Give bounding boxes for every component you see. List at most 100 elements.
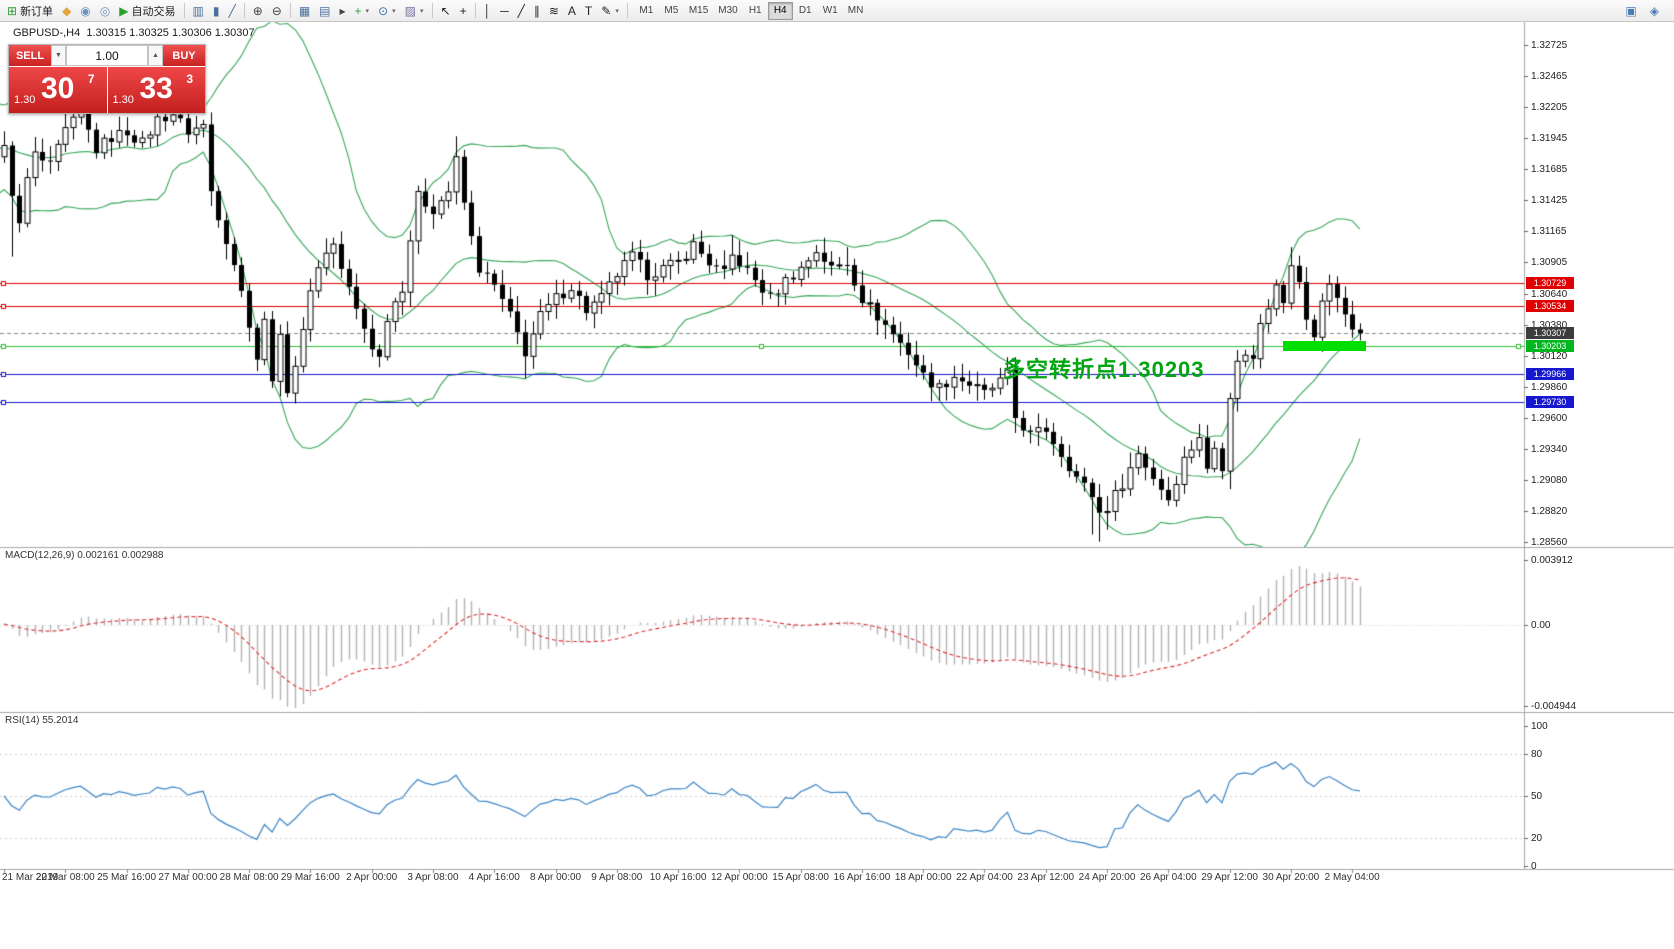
timeframe-m5[interactable]: M5 [659,2,684,20]
zoom-in-button[interactable]: ⊕ [249,1,267,21]
price-axis-tick: 1.30905 [1531,257,1568,268]
horizontal-line-icon: ─ [500,3,509,18]
clock-icon: ⊙ [378,3,389,18]
timeframe-m1[interactable]: M1 [634,2,659,20]
time-axis-label: 29 Apr 12:00 [1201,872,1258,883]
buy-button[interactable]: BUY [163,45,205,66]
price-axis-tick: 1.29340 [1531,443,1568,455]
tile-windows-icon: ▦ [298,3,311,18]
chart-shift-icon: ▸ [339,3,346,18]
text-button[interactable]: A [564,1,580,21]
arrows-button[interactable]: ✎ ▾ [597,1,623,21]
autotrade-button-label: 自动交易 [131,5,176,18]
pivot-price-badge: 1.30203 [1526,339,1574,352]
notifications-icon: ▣ [1625,3,1637,18]
time-axis-label: 10 Apr 16:00 [649,872,707,883]
candlestick-chart-button[interactable]: ▮ [209,1,224,21]
timeframe-m15[interactable]: M15 [684,2,713,20]
label-icon: T [584,3,593,18]
time-axis-label: 4 Apr 16:00 [468,872,520,883]
templates-button[interactable]: ▨ ▾ [401,1,428,21]
time-axis-label: 25 Mar 16:00 [97,872,157,883]
time-axis-label: 2 Apr 00:00 [346,872,398,883]
community-button[interactable]: ◎ [96,1,114,21]
buy-price-display[interactable]: 1.30 33 3 [107,67,205,113]
toolbar-separator [431,3,433,18]
sell-button[interactable]: SELL [9,45,51,66]
price-axis-tick: 1.31425 [1531,195,1568,206]
rsi-axis-label: 50 [1531,791,1543,802]
fibonacci-button[interactable]: ≋ [545,1,563,21]
zoom-in-icon: ⊕ [252,3,263,18]
macd-axis-label: -0.004944 [1531,701,1577,712]
resistance-price-badge: 1.30729 [1526,276,1574,289]
bar-chart-icon: ▥ [192,3,204,18]
macd-indicator-label: MACD(12,26,9) 0.002161 0.002988 [5,550,163,561]
candlestick-icon: ▮ [212,3,220,18]
help-button[interactable]: ◈ [1646,1,1663,21]
arrows-pencil-icon: ✎ [601,3,612,18]
buy-price-sup: 3 [186,72,193,86]
templates-icon: ▨ [404,3,416,18]
label-button[interactable]: T [581,1,596,21]
resistance-price-badge: 1.30534 [1526,300,1574,313]
sell-price-display[interactable]: 1.30 30 7 [9,67,107,113]
zoom-out-icon: ⊖ [271,3,282,18]
channel-icon: ∥ [533,3,540,18]
price-axis-tick: 1.31685 [1531,164,1568,175]
horizontal-line-button[interactable]: ─ [496,1,513,21]
notifications-button[interactable]: ▣ [1621,1,1640,21]
time-axis-label: 8 Apr 00:00 [529,872,582,883]
price-axis-tick: 1.29860 [1531,381,1568,393]
market-icon: ◆ [62,3,72,18]
timeframe-mn[interactable]: MN [843,2,869,20]
chart-shift-button[interactable]: ▸ [336,1,350,21]
trade-panel-controls: SELL ▼ ▲ BUY [9,45,205,66]
zoom-out-button[interactable]: ⊖ [268,1,286,21]
trendline-button[interactable]: ╱ [514,1,529,21]
crosshair-button[interactable]: + [456,1,471,21]
support-price-badge: 1.29966 [1526,367,1574,380]
time-axis-label: 27 Mar 00:00 [158,872,218,883]
timeframe-h4[interactable]: H4 [767,1,793,20]
new-order-icon: ⊞ [7,3,18,18]
sell-price-sup: 7 [87,72,95,86]
autotrade-button[interactable]: ▶ 自动交易 [115,1,179,21]
macd-name: MACD(12,26,9) [5,550,75,561]
highlight-rectangle[interactable] [1283,340,1366,352]
price-axis-tick: 1.31165 [1531,226,1567,237]
auto-arrange-button[interactable]: ▤ [315,1,334,21]
time-axis-label: 16 Apr 16:00 [833,872,891,883]
periods-button[interactable]: ⊙ ▾ [374,1,400,21]
indicators-button[interactable]: + ▾ [351,1,374,21]
toolbar-separator [626,3,628,18]
mql5-market-button[interactable]: ◆ [58,1,75,21]
chart-annotation-text[interactable]: 多空转折点1.30203 [1003,357,1205,382]
timeframe-m30[interactable]: M30 [713,2,742,20]
vertical-line-button[interactable]: │ [480,1,496,21]
time-axis-label: 23 Apr 12:00 [1017,872,1075,883]
volume-input[interactable] [66,45,148,66]
volume-up-button[interactable]: ▲ [148,45,163,66]
bar-chart-button[interactable]: ▥ [189,1,208,21]
price-axis-tick: 1.28820 [1531,505,1568,517]
volume-down-button[interactable]: ▼ [51,45,66,66]
tile-windows-button[interactable]: ▦ [295,1,314,21]
indicators-plus-icon: + [354,3,362,18]
profile-button[interactable]: ◉ [76,1,94,21]
macd-values: 0.002161 0.002988 [77,550,164,561]
timeframe-w1[interactable]: W1 [818,2,843,20]
timeframe-h1[interactable]: H1 [743,2,768,20]
toolbar-separator [183,3,185,18]
community-icon: ◎ [99,3,111,18]
main-toolbar: ⊞ 新订单 ◆ ◉ ◎ ▶ 自动交易 ▥ ▮ ╱ ⊕ ⊖ ▦ ▤ ▸ + ▾ ⊙ ▾ ▨ ▾ ↖ + │ ─ ╱ ∥ ≋ A T ✎ ▾ M1… [0,0,1674,22]
timeframe-d1[interactable]: D1 [793,2,818,20]
toolbar-separator [474,3,476,18]
autotrade-play-icon: ▶ [119,3,129,18]
line-chart-button[interactable]: ╱ [224,1,239,21]
cursor-button[interactable]: ↖ [437,1,455,21]
channel-button[interactable]: ∥ [530,1,544,21]
new-order-button[interactable]: ⊞ 新订单 [3,1,57,21]
one-click-trading-panel: SELL ▼ ▲ BUY 1.30 30 7 1.30 33 3 [8,44,206,114]
